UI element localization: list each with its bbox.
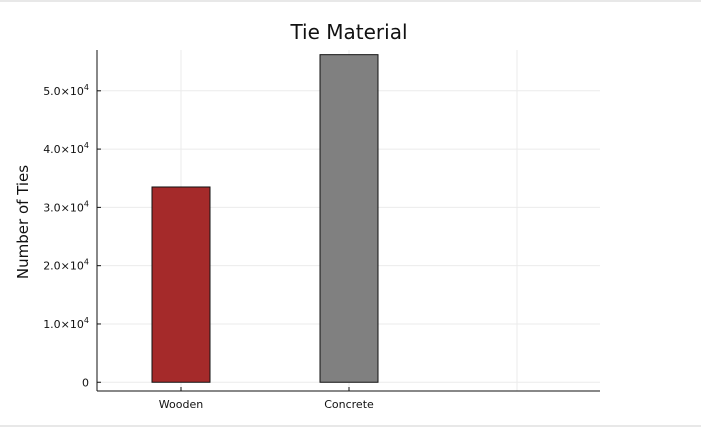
- bar-wooden: [151, 186, 211, 383]
- chart-title: Tie Material: [289, 20, 407, 44]
- y-tick-label: 0: [82, 376, 89, 389]
- y-tick-label: 2.0×104: [43, 258, 89, 273]
- bars: [151, 54, 379, 383]
- y-tick-label: 3.0×104: [43, 199, 89, 214]
- y-ticks: 0 1.0×104 2.0×104 3.0×104 4.0×104 5.0×104: [43, 83, 101, 389]
- y-tick-label: 1.0×104: [43, 316, 89, 331]
- x-tick-label-concrete: Concrete: [324, 398, 374, 411]
- x-tick-label-wooden: Wooden: [159, 398, 203, 411]
- y-axis-label: Number of Ties: [14, 165, 32, 279]
- bar-concrete: [319, 54, 379, 383]
- y-tick-label: 4.0×104: [43, 141, 89, 156]
- y-tick-label: 5.0×104: [43, 83, 89, 98]
- x-ticks: Wooden Concrete: [159, 387, 374, 411]
